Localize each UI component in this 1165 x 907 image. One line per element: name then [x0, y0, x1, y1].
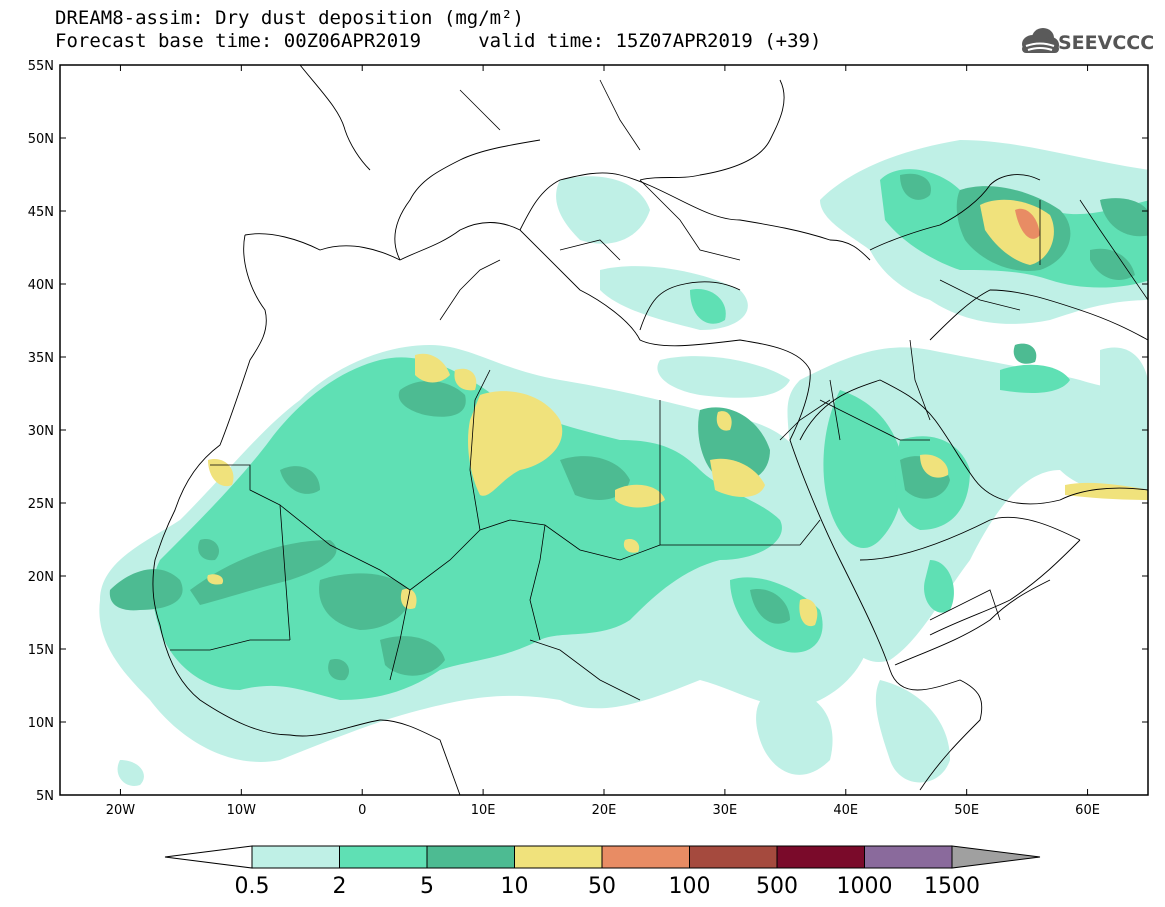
colorbar-swatch	[426, 845, 515, 869]
lon-label: 20E	[592, 803, 617, 818]
colorbar-swatch	[864, 845, 953, 869]
lon-label: 0	[358, 803, 366, 818]
lat-label: 55N	[28, 59, 54, 74]
colorbar-swatch	[689, 845, 778, 869]
colorbar-under-arrow	[164, 845, 253, 869]
colorbar: 0.5 2 5 10 50 100 500 1000 1500	[164, 845, 1041, 899]
lat-label: 45N	[28, 205, 54, 220]
cloud-icon	[1022, 28, 1059, 53]
map-subtitle: Forecast base time: 00Z06APR2019 valid t…	[55, 30, 822, 52]
country-borders	[170, 79, 1148, 701]
colorbar-label: 50	[588, 874, 616, 899]
lon-label: 50E	[954, 803, 979, 818]
colorbar-swatch	[251, 845, 340, 869]
lat-label: 20N	[28, 570, 54, 585]
lat-label: 15N	[28, 643, 54, 658]
colorbar-label: 1500	[924, 874, 980, 899]
colorbar-swatch	[776, 845, 865, 869]
lat-label: 10N	[28, 716, 54, 731]
lat-label: 35N	[28, 351, 54, 366]
lat-label: 50N	[28, 132, 54, 147]
coastlines	[152, 65, 1148, 795]
lat-label: 30N	[28, 424, 54, 439]
lon-label: 30E	[713, 803, 738, 818]
colorbar-label: 500	[756, 874, 798, 899]
colorbar-label: 0.5	[235, 874, 270, 899]
dust-layer-10	[207, 199, 1148, 627]
colorbar-swatch	[514, 845, 603, 869]
lat-label: 25N	[28, 497, 54, 512]
colorbar-swatch	[601, 845, 690, 869]
lat-ticks: 55N 50N 45N 40N 35N 30N 25N 20N 15N 10N 5N	[28, 59, 1148, 804]
dust-field	[99, 140, 1148, 786]
dust-layer-50	[1015, 208, 1040, 239]
colorbar-label: 10	[501, 874, 529, 899]
colorbar-swatch	[339, 845, 428, 869]
colorbar-label: 1000	[837, 874, 893, 899]
colorbar-label: 100	[669, 874, 711, 899]
lat-label: 5N	[36, 789, 54, 804]
lon-label: 10E	[471, 803, 496, 818]
colorbar-label: 2	[333, 874, 347, 899]
logo-text: SEEVCCC	[1058, 32, 1155, 54]
colorbar-over-arrow	[951, 845, 1041, 869]
lon-label: 20W	[106, 803, 136, 818]
lon-label: 40E	[833, 803, 858, 818]
lon-label: 10W	[227, 803, 257, 818]
lat-label: 40N	[28, 278, 54, 293]
lon-label: 60E	[1075, 803, 1100, 818]
map-title: DREAM8-assim: Dry dust deposition (mg/m²…	[55, 7, 524, 29]
colorbar-label: 5	[420, 874, 434, 899]
lon-ticks: 20W 10W 0 10E 20E 30E 40E 50E 60E	[106, 65, 1100, 818]
